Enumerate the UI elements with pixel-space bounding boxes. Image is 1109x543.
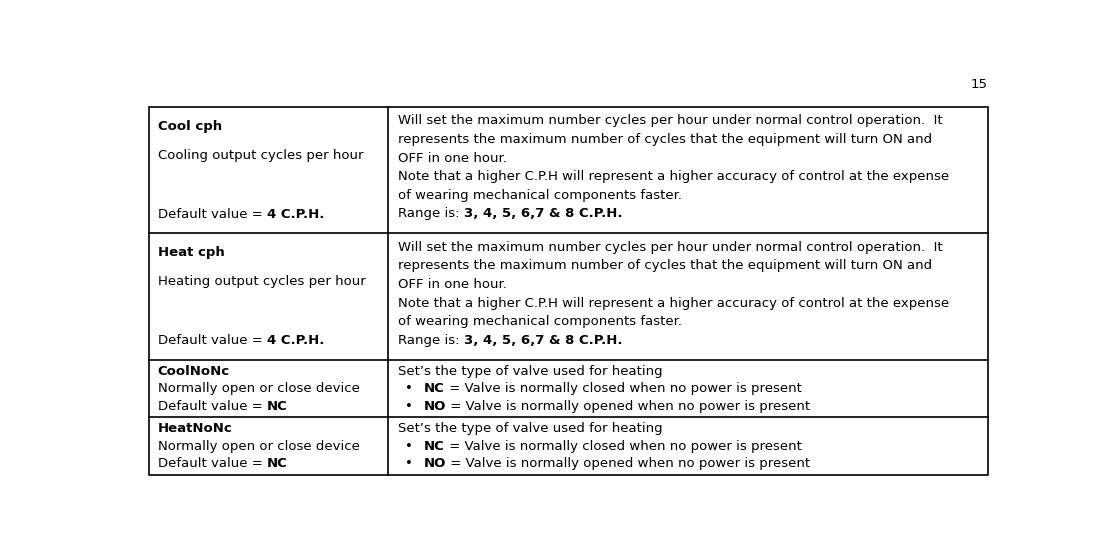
Text: 4 C.P.H.: 4 C.P.H.: [266, 334, 324, 348]
Text: = Valve is normally closed when no power is present: = Valve is normally closed when no power…: [445, 382, 802, 395]
Text: Normally open or close device: Normally open or close device: [157, 440, 359, 453]
Text: Cooling output cycles per hour: Cooling output cycles per hour: [157, 149, 363, 162]
Text: Cool cph: Cool cph: [157, 119, 222, 132]
Text: represents the maximum number of cycles that the equipment will turn ON and: represents the maximum number of cycles …: [398, 133, 933, 146]
Text: NC: NC: [266, 457, 287, 470]
Text: Default value =: Default value =: [157, 334, 266, 348]
Text: •: •: [405, 400, 413, 413]
Text: 15: 15: [970, 78, 988, 91]
Text: NC: NC: [424, 382, 445, 395]
Text: represents the maximum number of cycles that the equipment will turn ON and: represents the maximum number of cycles …: [398, 260, 933, 273]
Text: 4 C.P.H.: 4 C.P.H.: [266, 208, 324, 221]
Text: OFF in one hour.: OFF in one hour.: [398, 151, 507, 165]
Text: Default value =: Default value =: [157, 400, 266, 413]
Text: Normally open or close device: Normally open or close device: [157, 382, 359, 395]
Text: Default value =: Default value =: [157, 208, 266, 221]
Text: •: •: [405, 382, 413, 395]
Text: Note that a higher C.P.H will represent a higher accuracy of control at the expe: Note that a higher C.P.H will represent …: [398, 170, 949, 183]
Text: 3, 4, 5, 6,7 & 8 C.P.H.: 3, 4, 5, 6,7 & 8 C.P.H.: [464, 334, 622, 347]
Text: •: •: [405, 440, 413, 453]
Text: NO: NO: [424, 400, 447, 413]
Text: Range is:: Range is:: [398, 207, 464, 220]
Text: Range is:: Range is:: [398, 334, 464, 347]
Text: 3, 4, 5, 6,7 & 8 C.P.H.: 3, 4, 5, 6,7 & 8 C.P.H.: [464, 207, 622, 220]
Text: OFF in one hour.: OFF in one hour.: [398, 278, 507, 291]
Text: NC: NC: [266, 400, 287, 413]
Text: Will set the maximum number cycles per hour under normal control operation.  It: Will set the maximum number cycles per h…: [398, 241, 943, 254]
Text: = Valve is normally opened when no power is present: = Valve is normally opened when no power…: [447, 457, 811, 470]
Text: •: •: [405, 457, 413, 470]
Bar: [149, 107, 988, 475]
Text: of wearing mechanical components faster.: of wearing mechanical components faster.: [398, 315, 682, 329]
Text: Set’s the type of valve used for heating: Set’s the type of valve used for heating: [398, 422, 663, 435]
Text: CoolNoNc: CoolNoNc: [157, 365, 230, 378]
Text: Heat cph: Heat cph: [157, 246, 224, 259]
Text: NC: NC: [424, 440, 445, 453]
Text: HeatNoNc: HeatNoNc: [157, 422, 232, 435]
Text: Set’s the type of valve used for heating: Set’s the type of valve used for heating: [398, 365, 663, 378]
Text: = Valve is normally closed when no power is present: = Valve is normally closed when no power…: [445, 440, 802, 453]
Text: = Valve is normally opened when no power is present: = Valve is normally opened when no power…: [447, 400, 811, 413]
Text: of wearing mechanical components faster.: of wearing mechanical components faster.: [398, 189, 682, 202]
Text: Note that a higher C.P.H will represent a higher accuracy of control at the expe: Note that a higher C.P.H will represent …: [398, 296, 949, 310]
Text: Heating output cycles per hour: Heating output cycles per hour: [157, 275, 365, 288]
Text: NO: NO: [424, 457, 447, 470]
Text: Will set the maximum number cycles per hour under normal control operation.  It: Will set the maximum number cycles per h…: [398, 115, 943, 128]
Text: Default value =: Default value =: [157, 457, 266, 470]
